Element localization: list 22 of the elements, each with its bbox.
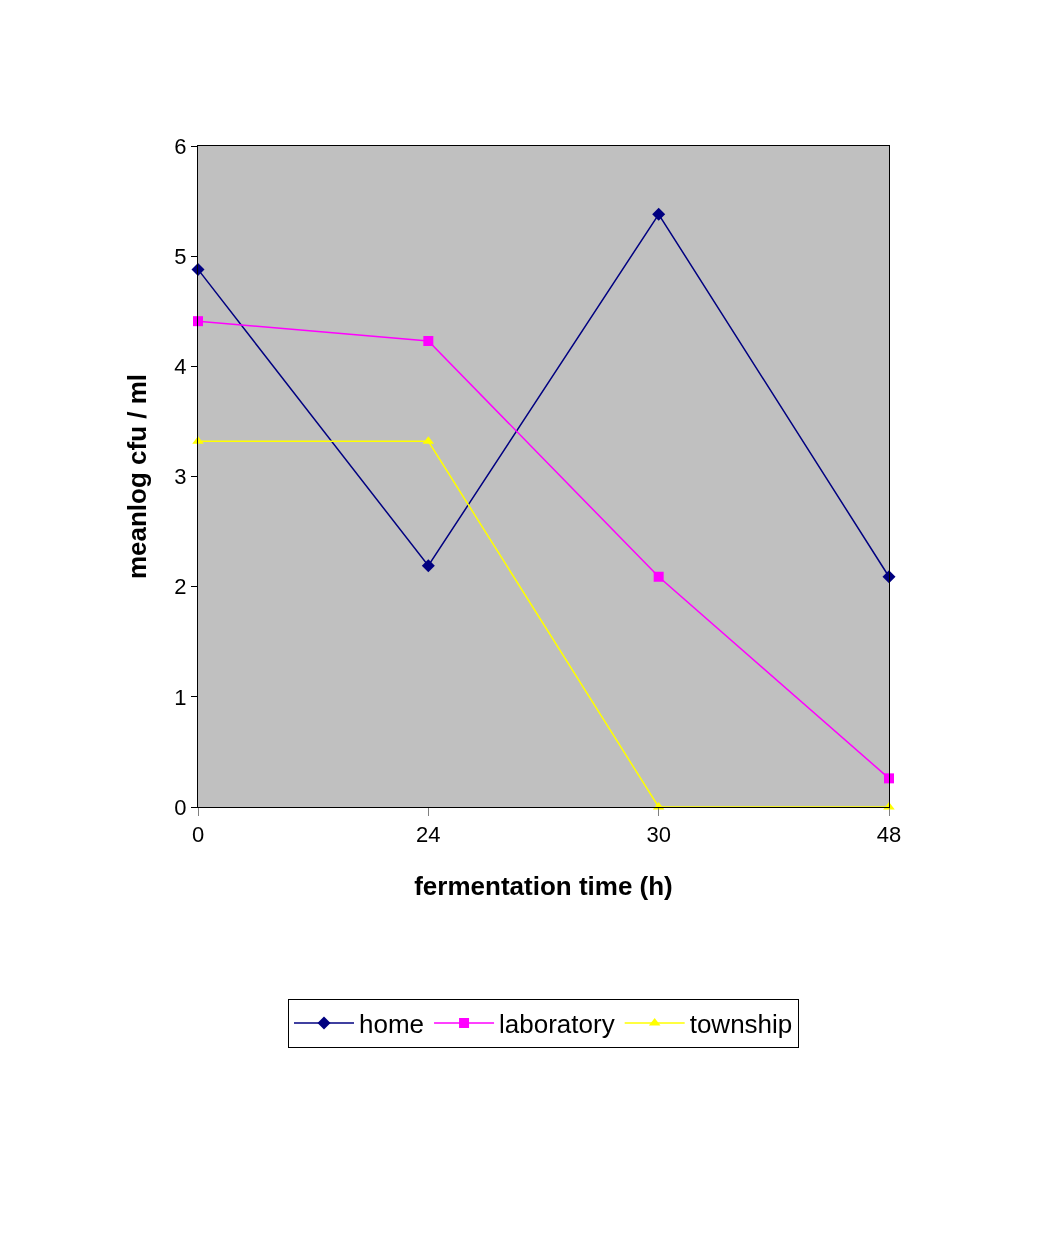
y-tick-label: 5 (174, 243, 187, 269)
legend-label: home (359, 1009, 425, 1040)
y-tick-label: 3 (174, 464, 187, 490)
point (423, 335, 434, 346)
x-tick-label: 48 (876, 822, 902, 848)
x-tick-label: 0 (191, 822, 205, 848)
point (193, 316, 203, 327)
point (884, 773, 894, 784)
legend-label: laboratory (499, 1009, 615, 1040)
y-tick-label: 0 (174, 794, 187, 820)
point (652, 207, 666, 221)
point (653, 571, 664, 582)
y-tick-label: 4 (174, 354, 187, 380)
x-axis-title: fermentation time (h) (414, 871, 673, 902)
x-tick-label: 30 (646, 822, 671, 848)
y-tick-label: 2 (174, 574, 187, 600)
point (421, 559, 435, 573)
legend-label: township (689, 1009, 793, 1040)
x-tick-label: 24 (416, 822, 441, 848)
y-tick-label: 1 (174, 684, 187, 710)
y-axis-title: meanlog cfu / ml (121, 373, 152, 580)
y-tick-label: 6 (174, 133, 187, 159)
